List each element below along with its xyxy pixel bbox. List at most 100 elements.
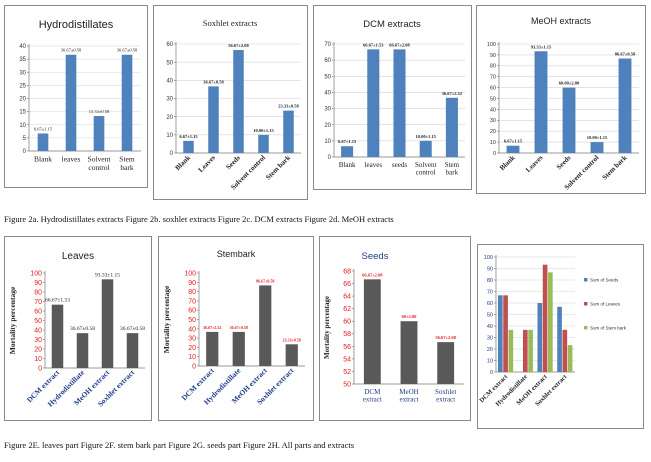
y-tick-label: 40	[490, 107, 496, 113]
y-tick-label: 70	[34, 299, 42, 306]
chart-soxhlet-extracts: Soxhlet extracts 0 10 20 30 40 50 60 6.67±1.15 36…	[166, 18, 301, 191]
y-tick-label: 0	[38, 365, 42, 372]
legend-swatch-sum-of-seeds	[584, 278, 588, 282]
y-tick-label: 60	[188, 308, 196, 315]
y-tick-label: 90	[34, 280, 42, 287]
data-label-blank: 6.67±1.15	[179, 134, 198, 139]
y-tick-label: 5	[23, 136, 27, 142]
y-tick-label: 52	[343, 369, 351, 376]
y-tick-label: 40	[34, 327, 42, 334]
data-label-meoh-extract: 93.33±1.15	[95, 272, 120, 278]
y-tick-label: 10	[490, 140, 496, 146]
bar-sum-of-leaves-soxhlet-extract	[562, 329, 568, 372]
bar-solvent-control	[590, 142, 604, 153]
y-tick-label: 100	[184, 270, 196, 277]
y-tick-label: 30	[487, 335, 493, 341]
y-tick-label: 30	[19, 70, 26, 76]
data-label-dcm-extract: 36.67±2.52	[203, 325, 221, 330]
x-tick-label-blank: Blank	[34, 155, 52, 164]
bar-hydrodistillate	[76, 333, 89, 368]
data-label-hydrodistillate: 36.67±0.58	[70, 326, 95, 332]
y-tick-label: 100	[484, 255, 493, 261]
data-label-seeds: 66.67±2.08	[389, 42, 410, 47]
data-label-leaves: 66.67±1.53	[363, 42, 384, 47]
y-tick-label: 0	[23, 149, 27, 155]
bar-stem-bark	[445, 97, 458, 157]
y-tick-label: 0	[490, 370, 493, 376]
data-label-leaves: 36.67±0.58	[203, 79, 224, 84]
data-label-soxhlet-extract: 36.67±0.58	[120, 326, 145, 332]
y-tick-label: 0	[170, 151, 174, 157]
bar-seeds	[233, 50, 244, 153]
x-tick-label-blank: Blank	[174, 154, 192, 172]
bar-stem-bark	[618, 58, 632, 153]
chart-title: Seeds	[362, 251, 389, 262]
caption-bottom: Figure 2E. leaves part Figure 2F. stem b…	[4, 440, 355, 450]
y-tick-label: 80	[34, 289, 42, 296]
y-tick-label: 40	[19, 44, 26, 50]
chart-seeds: Seeds Mortality percentage 50 52 54 56 58 60 62 6…	[323, 251, 464, 404]
x-tick-label-stem-bark: Stem bark	[445, 161, 460, 177]
y-tick-label: 80	[188, 289, 196, 296]
y-tick-label: 50	[487, 312, 493, 318]
chart-all-parts: 0 10 20 30 40 50 60 70 80 90 100 Sum of Seeds Sum of…	[478, 255, 627, 408]
y-tick-label: 10	[34, 356, 42, 363]
bar-hydrodistillate	[232, 331, 245, 366]
y-tick-label: 40	[487, 324, 493, 330]
y-axis-label: Mortality percentage	[323, 296, 331, 359]
chart-hydrodistillates: Hydrodistillates 0 5 10 15 20 25 30 35 40 6.67±1.1…	[19, 19, 141, 172]
y-tick-label: 10	[19, 123, 26, 129]
bar-blank	[506, 145, 520, 153]
legend-label-sum-of-leaves: Sum of Leaves	[590, 302, 621, 307]
y-tick-label: 60	[343, 319, 351, 326]
y-tick-label: 90	[490, 53, 496, 59]
y-tick-label: 50	[324, 74, 331, 80]
y-tick-label: 30	[34, 337, 42, 344]
y-tick-label: 60	[166, 42, 173, 48]
legend-label-sum-of-stem-bark: Sum of Stem bark	[590, 326, 627, 331]
y-tick-label: 40	[188, 326, 196, 333]
y-tick-label: 70	[324, 42, 331, 48]
bar-leaves	[65, 54, 77, 151]
y-tick-label: 60	[324, 58, 331, 64]
bar-soxhlet-extract	[285, 344, 298, 366]
y-axis-label: Mortality percentage	[8, 286, 17, 354]
chart-panel-seeds: Seeds Mortality percentage 50 52 54 56 58 60 62 6…	[319, 236, 471, 421]
bar-seeds	[562, 87, 576, 153]
y-tick-label: 54	[343, 356, 351, 363]
y-tick-label: 30	[188, 336, 196, 343]
y-tick-label: 70	[490, 75, 496, 81]
data-label-blank: 6.67±1.15	[338, 139, 357, 144]
y-tick-label: 0	[328, 155, 332, 161]
y-tick-label: 30	[324, 107, 331, 113]
y-tick-label: 80	[487, 278, 493, 284]
bar-soxhlet-extract	[437, 342, 455, 384]
chart-title: Leaves	[62, 251, 94, 262]
y-tick-label: 40	[166, 78, 173, 84]
y-tick-label: 0	[192, 363, 196, 370]
chart-panel-soxhlet: Soxhlet extracts 0 10 20 30 40 50 60 6.67±1.15 36…	[153, 5, 308, 200]
chart-leaves: Leaves Mortality percentage 0 10 20 30 40 50 60 7…	[8, 251, 145, 408]
y-tick-label: 90	[487, 266, 493, 272]
bar-dcm-extract	[206, 331, 219, 366]
chart-title: MeOH extracts	[531, 16, 592, 26]
legend-swatch-sum-of-leaves	[584, 302, 588, 306]
chart-dcm-extracts: DCM extracts 0 10 20 30 40 50 60 70 6.67±1.15 66.6…	[324, 19, 465, 177]
x-tick-label-solvent-control: Solvent control	[88, 155, 112, 172]
x-tick-label-leaves: leaves	[62, 155, 81, 164]
bar-sum-of-stem-bark-dcm-extract	[508, 329, 514, 372]
bar-seeds	[393, 49, 406, 157]
y-tick-label: 20	[487, 347, 493, 353]
x-tick-label-blank: Blank	[339, 161, 356, 169]
data-label-hydrodistillate: 36.67±0.58	[230, 325, 248, 330]
chart-title: Stembark	[217, 249, 256, 259]
y-tick-label: 20	[324, 123, 331, 129]
chart-panel-all: 0 10 20 30 40 50 60 70 80 90 100 Sum of Seeds Sum of…	[477, 244, 644, 429]
y-tick-label: 50	[343, 381, 351, 388]
y-tick-label: 100	[487, 42, 496, 48]
y-tick-label: 100	[30, 270, 42, 277]
data-label-meoh-extract: 86.67±0.58	[256, 278, 274, 283]
bar-stem-bark	[121, 54, 133, 151]
x-tick-label-seeds: Seeds	[555, 154, 573, 172]
x-tick-label-leaves: leaves	[365, 161, 383, 169]
